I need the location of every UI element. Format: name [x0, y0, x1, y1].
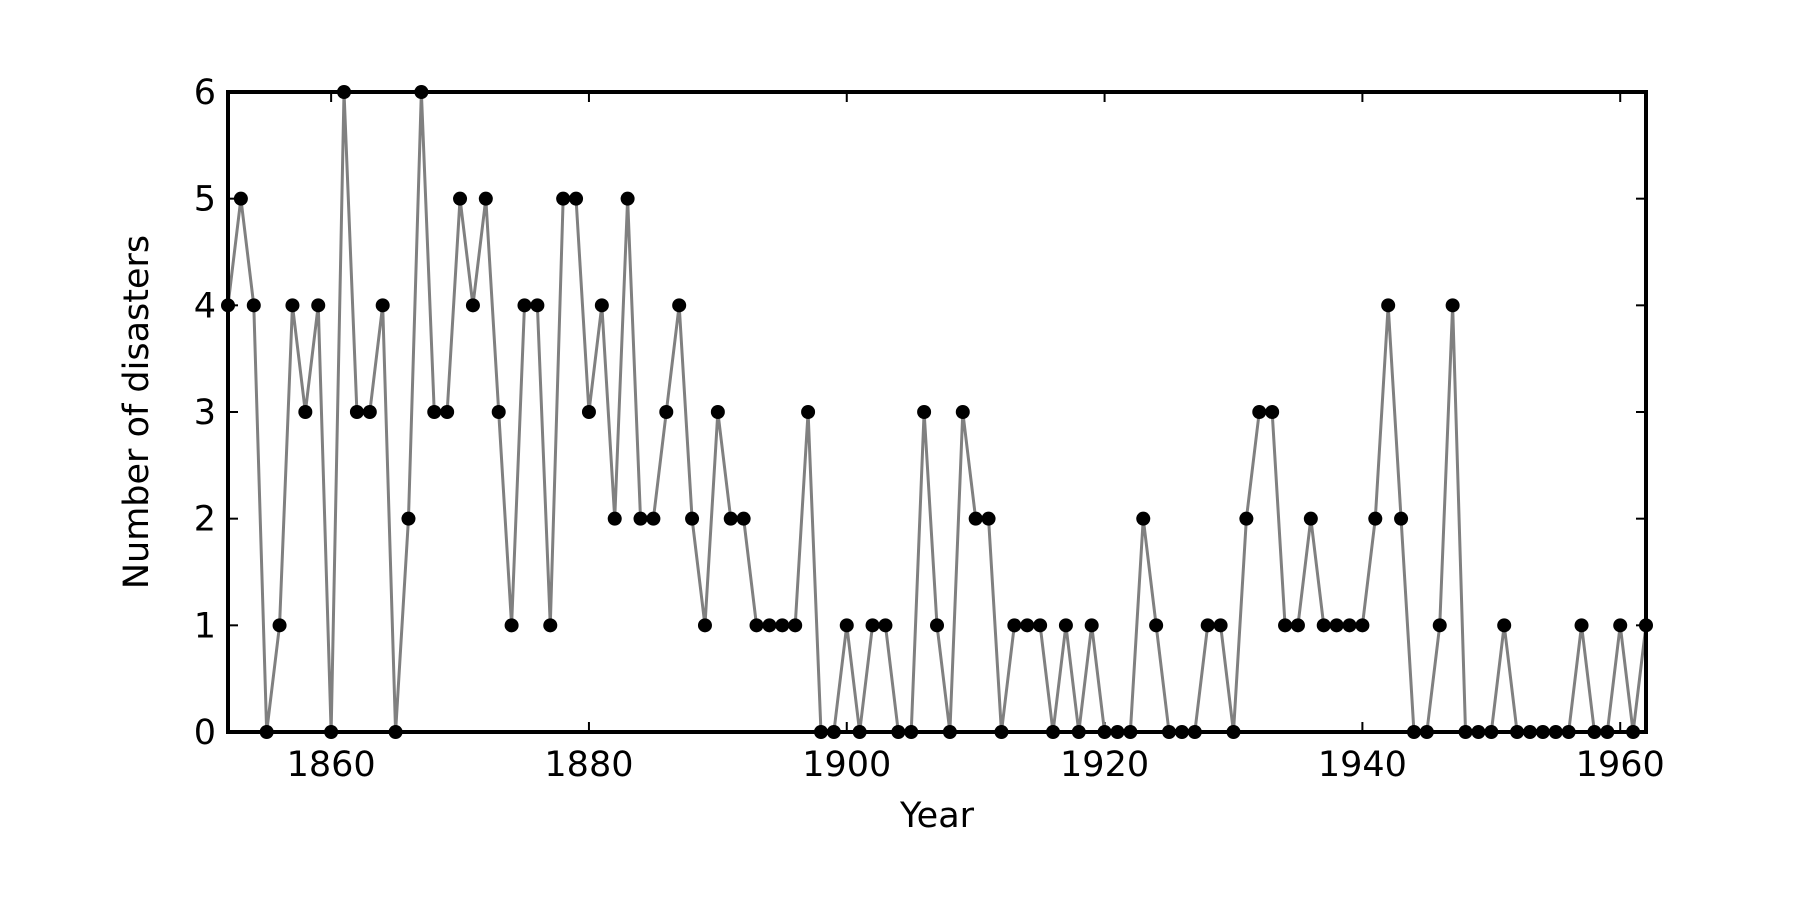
data-point [1265, 405, 1280, 419]
data-point [736, 511, 751, 526]
data-point [1084, 618, 1099, 633]
data-point [1342, 618, 1357, 633]
data-point [775, 618, 790, 633]
data-point [1278, 618, 1293, 633]
data-point [298, 405, 313, 419]
data-points [221, 85, 1653, 739]
data-point [1432, 618, 1447, 633]
data-point [930, 618, 944, 633]
data-point [272, 618, 287, 633]
data-point [349, 405, 364, 419]
data-point [1613, 618, 1628, 633]
tick-labels: 1860 1880 1900 1920 1940 1960 0 1 2 3 4 5 6 [194, 73, 1665, 785]
x-tick-label: 1920 [1060, 745, 1149, 785]
data-point [1033, 618, 1048, 633]
data-point [401, 511, 416, 526]
data-point [633, 511, 648, 526]
data-point [285, 298, 300, 313]
y-tick-label: 2 [194, 500, 216, 540]
data-point [1445, 298, 1460, 313]
data-point [1200, 618, 1215, 633]
data-point [1316, 618, 1331, 633]
x-tick-label: 1940 [1318, 745, 1407, 785]
data-point [878, 618, 893, 633]
data-point [504, 618, 519, 633]
y-axis-label: Number of disasters [117, 235, 157, 589]
data-point [517, 298, 532, 313]
data-point [465, 298, 480, 313]
data-point [1497, 618, 1512, 633]
data-point [762, 618, 777, 633]
data-point [865, 618, 880, 633]
data-point [530, 298, 545, 313]
data-point [839, 618, 854, 633]
data-point [556, 191, 571, 206]
data-point [1574, 618, 1589, 633]
y-tick-label: 0 [194, 713, 216, 753]
data-point [362, 405, 377, 419]
data-point [1058, 618, 1073, 633]
data-point [1329, 618, 1344, 633]
data-point [620, 191, 635, 206]
data-point [440, 405, 455, 419]
data-point [427, 405, 442, 419]
data-point [659, 405, 674, 419]
x-tick-label: 1960 [1576, 745, 1665, 785]
data-point [1136, 511, 1151, 526]
data-point [968, 511, 983, 526]
data-point [491, 405, 506, 419]
data-point [543, 618, 558, 633]
data-point [1303, 511, 1318, 526]
data-point [311, 298, 326, 313]
plot-frame [226, 90, 1648, 734]
data-point [749, 618, 764, 633]
data-point [788, 618, 803, 633]
data-point [1213, 618, 1228, 633]
data-point [1239, 511, 1254, 526]
data-point [246, 298, 261, 313]
data-point [233, 191, 248, 206]
data-point [375, 298, 390, 313]
data-point [478, 191, 493, 206]
data-point [1149, 618, 1164, 633]
y-tick-label: 5 [194, 180, 216, 220]
data-point [710, 405, 725, 419]
data-point [453, 191, 468, 206]
data-point [955, 405, 970, 419]
data-point [697, 618, 712, 633]
data-point [917, 405, 932, 419]
data-point [569, 191, 584, 206]
data-point [607, 511, 622, 526]
y-tick-label: 3 [194, 393, 216, 433]
x-tick-label: 1880 [544, 745, 633, 785]
data-point [1252, 405, 1267, 419]
data-point [1355, 618, 1370, 633]
y-tick-label: 1 [194, 606, 216, 646]
x-tick-label: 1900 [802, 745, 891, 785]
data-point [1290, 618, 1305, 633]
data-point [723, 511, 738, 526]
data-point [685, 511, 700, 526]
data-point [981, 511, 996, 526]
data-point [581, 405, 596, 419]
data-point [1381, 298, 1396, 313]
data-point [594, 298, 609, 313]
data-point [1368, 511, 1383, 526]
y-tick-label: 6 [194, 73, 216, 113]
data-point [1020, 618, 1035, 633]
data-point [646, 511, 661, 526]
data-point [1394, 511, 1409, 526]
data-point [801, 405, 816, 419]
y-tick-label: 4 [194, 286, 216, 326]
data-point [672, 298, 687, 313]
data-point [1007, 618, 1022, 633]
x-axis-label: Year [899, 796, 975, 836]
x-tick-label: 1860 [287, 745, 376, 785]
